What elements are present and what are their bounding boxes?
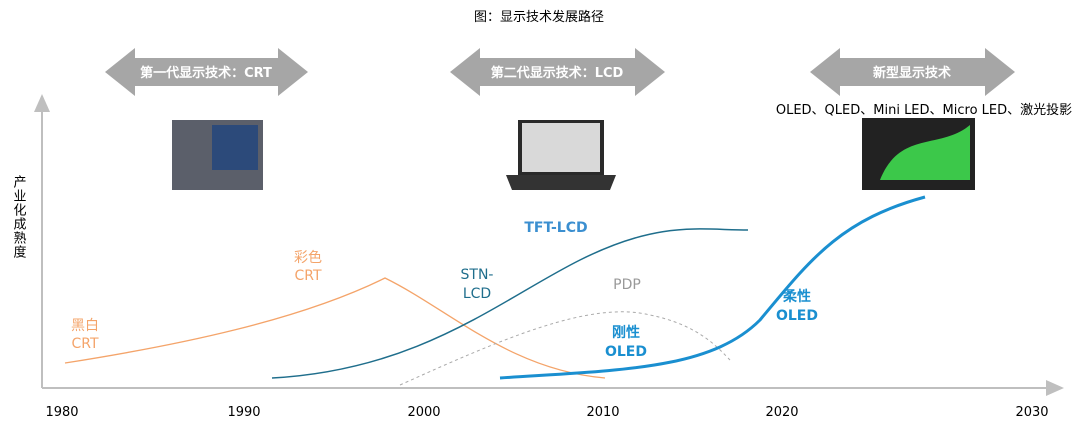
curve-label: 彩色 (294, 249, 322, 266)
stage-label: 第二代显示技术：LCD (491, 65, 624, 81)
stage-arrow: 第一代显示技术：CRT (105, 48, 308, 96)
curve-label: 柔性 (782, 288, 811, 305)
x-tick-label: 2030 (1015, 405, 1048, 420)
curve-label: LCD (463, 286, 491, 302)
oled-image (862, 118, 975, 190)
curve-label: TFT-LCD (524, 220, 587, 236)
stage-label: 新型显示技术 (873, 65, 951, 81)
curve-label: CRT (294, 268, 321, 284)
y-axis-label: 产业化成熟度 (11, 175, 27, 259)
x-tick-label: 2000 (407, 405, 440, 420)
x-tick-label: 1980 (45, 405, 78, 420)
x-tick-label: 2020 (765, 405, 798, 420)
curve-label: STN- (461, 267, 494, 283)
curve-label: OLED (605, 344, 647, 360)
curve-label: 刚性 (612, 324, 640, 341)
crt-curve (65, 278, 605, 378)
curve-label: PDP (613, 277, 641, 293)
stage-label: 第一代显示技术：CRT (140, 65, 272, 81)
x-tick-label: 2010 (586, 405, 619, 420)
stage-arrow: 新型显示技术 (810, 48, 1015, 96)
crt-image (172, 120, 263, 190)
lcd-curve (272, 229, 748, 378)
title: 图：显示技术发展路径 (474, 9, 604, 25)
x-tick-label: 1990 (227, 405, 260, 420)
laptop-image (506, 120, 616, 190)
curve-label: CRT (71, 336, 98, 352)
diagram: 图：显示技术发展路径 第一代显示技术：CRT 第二代显示技术：LCD 新型显示技… (0, 0, 1078, 421)
stage-note: OLED、QLED、Mini LED、Micro LED、激光投影 (776, 102, 1072, 118)
curve-label: 黑白 (71, 318, 99, 334)
curve-label: OLED (776, 308, 818, 324)
stage-arrow: 第二代显示技术：LCD (450, 48, 665, 96)
